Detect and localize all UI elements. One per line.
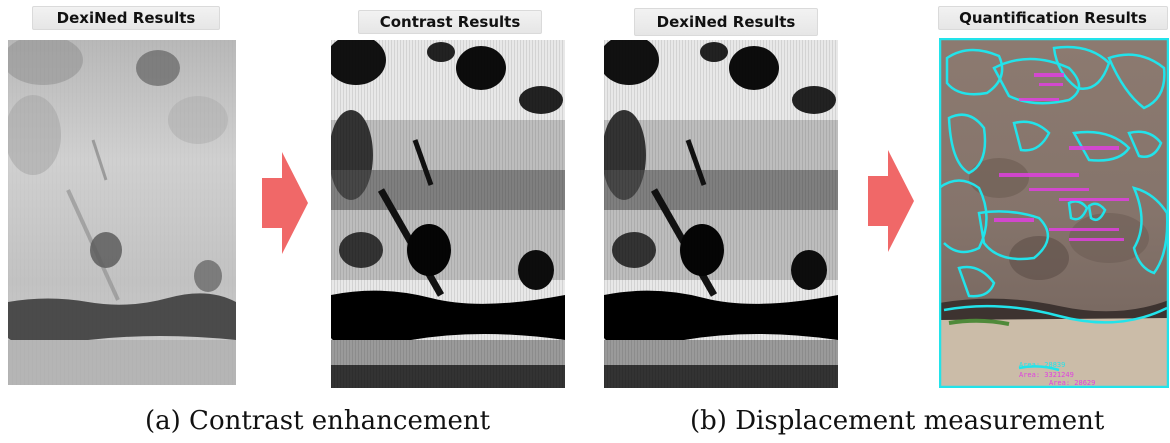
contrast-image [331,40,565,388]
right-arrow-icon [868,150,914,256]
dexined-image [8,40,236,385]
caption-b: (b) Displacement measurement [690,406,1105,436]
area-annotation: Area: 28839 [1019,361,1065,369]
quantification-image: Area: 28839 Area: 3321249 Area: 28629 [939,38,1169,388]
area-annotation: Area: 3321249 [1019,371,1074,379]
panel-label: DexiNed Results [32,6,220,30]
right-arrow-icon [262,152,308,258]
panel-label: DexiNed Results [634,8,818,36]
caption-a: (a) Contrast enhancement [145,406,491,436]
panel-label: Quantification Results [938,6,1168,30]
panel-label: Contrast Results [358,10,542,34]
dexined-image [604,40,838,388]
area-annotation: Area: 28629 [1049,379,1095,387]
